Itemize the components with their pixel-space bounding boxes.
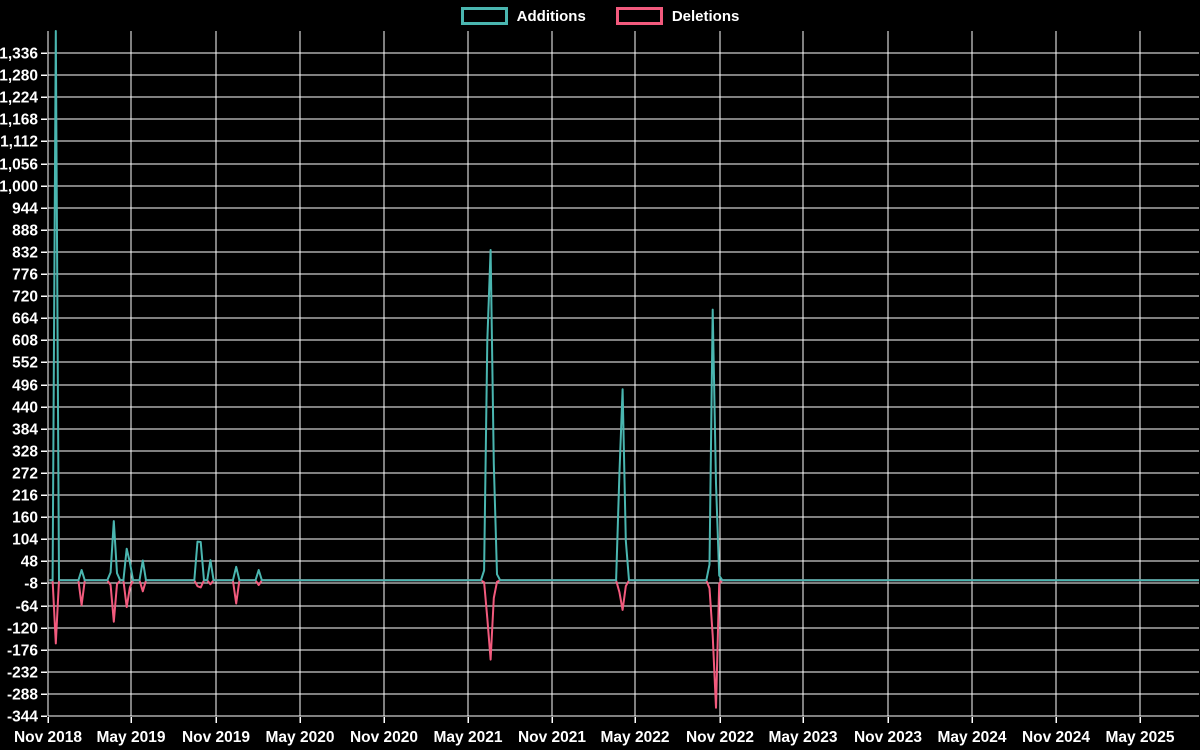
svg-text:-8: -8 <box>24 576 38 593</box>
svg-text:1,224: 1,224 <box>0 90 38 107</box>
svg-text:-120: -120 <box>7 621 38 638</box>
svg-text:1,336: 1,336 <box>0 46 38 63</box>
x-axis-labels: Nov 2018 May 2019 Nov 2019 May 2020 Nov 2020… <box>14 729 1175 746</box>
axis-ticks <box>41 52 1141 723</box>
svg-text:160: 160 <box>12 510 38 527</box>
series-line-deletions <box>49 579 1199 709</box>
svg-text:May 2021: May 2021 <box>434 729 503 746</box>
svg-text:-344: -344 <box>7 709 38 726</box>
svg-text:May 2019: May 2019 <box>97 729 166 746</box>
legend-label-additions: Additions <box>516 7 586 25</box>
svg-text:832: 832 <box>12 245 38 262</box>
additions-swatch-icon <box>460 7 508 25</box>
svg-text:1,112: 1,112 <box>0 134 38 151</box>
svg-text:48: 48 <box>21 554 39 571</box>
gridlines <box>47 31 1199 717</box>
svg-text:608: 608 <box>12 333 38 350</box>
svg-text:888: 888 <box>12 223 38 240</box>
chart-legend: Additions Deletions <box>0 7 1200 25</box>
svg-text:104: 104 <box>12 532 38 549</box>
legend-item-deletions[interactable]: Deletions <box>615 7 740 25</box>
svg-text:Nov 2022: Nov 2022 <box>686 729 754 746</box>
svg-text:-288: -288 <box>7 687 38 704</box>
svg-text:440: 440 <box>12 400 38 417</box>
svg-text:1,168: 1,168 <box>0 112 38 129</box>
legend-label-deletions: Deletions <box>671 7 740 25</box>
svg-text:-232: -232 <box>7 665 38 682</box>
svg-text:May 2022: May 2022 <box>601 729 670 746</box>
svg-text:May 2023: May 2023 <box>769 729 838 746</box>
svg-text:May 2020: May 2020 <box>266 729 335 746</box>
svg-text:328: 328 <box>12 444 38 461</box>
svg-text:May 2024: May 2024 <box>938 729 1007 746</box>
svg-text:Nov 2018: Nov 2018 <box>14 729 82 746</box>
series-line-additions <box>49 30 1199 582</box>
svg-text:-64: -64 <box>16 599 39 616</box>
svg-text:1,280: 1,280 <box>0 68 38 85</box>
svg-text:Nov 2019: Nov 2019 <box>182 729 250 746</box>
svg-text:Nov 2024: Nov 2024 <box>1022 729 1090 746</box>
svg-text:384: 384 <box>12 422 38 439</box>
svg-text:496: 496 <box>12 378 38 395</box>
svg-text:272: 272 <box>12 466 38 483</box>
svg-text:552: 552 <box>12 355 38 372</box>
legend-item-additions[interactable]: Additions <box>460 7 586 25</box>
svg-text:216: 216 <box>12 488 38 505</box>
svg-text:776: 776 <box>12 267 38 284</box>
svg-text:720: 720 <box>12 289 38 306</box>
deletions-swatch-icon <box>615 7 663 25</box>
svg-text:Nov 2020: Nov 2020 <box>350 729 418 746</box>
svg-text:May 2025: May 2025 <box>1106 729 1175 746</box>
svg-text:1,056: 1,056 <box>0 157 38 174</box>
svg-text:-176: -176 <box>7 643 38 660</box>
svg-text:944: 944 <box>12 201 38 218</box>
svg-text:Nov 2023: Nov 2023 <box>854 729 922 746</box>
svg-text:Nov 2021: Nov 2021 <box>518 729 586 746</box>
svg-text:1,000: 1,000 <box>0 179 38 196</box>
y-axis-labels: -344 -288 -232 -176 -120 -64 -8 48 104 160 216 272 3… <box>0 46 38 726</box>
svg-text:664: 664 <box>12 311 38 328</box>
